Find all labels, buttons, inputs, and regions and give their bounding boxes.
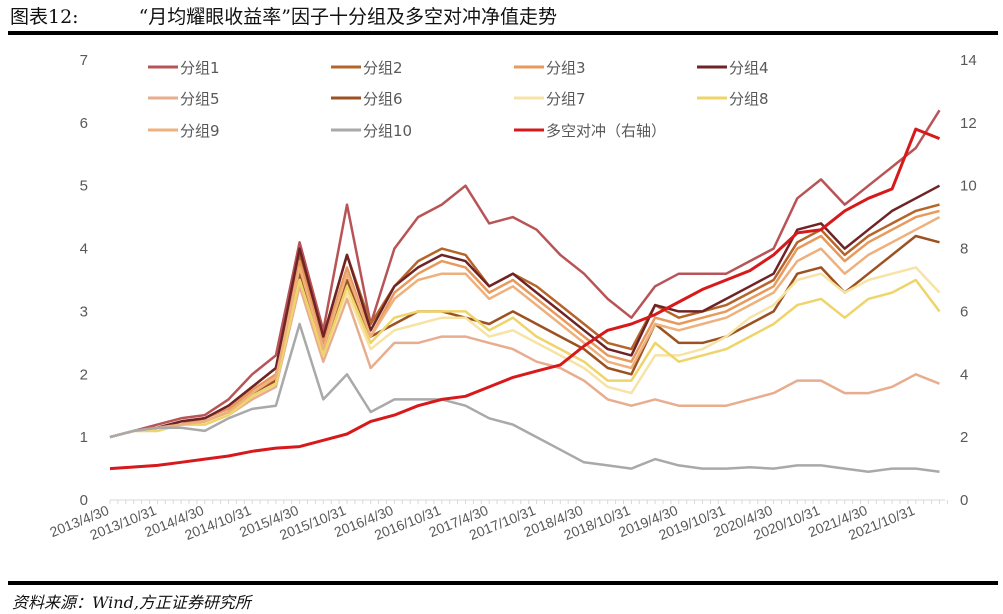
figure-number: 图表12: xyxy=(10,6,79,28)
y-left-tick-label: 3 xyxy=(80,303,88,320)
y-right-tick-label: 0 xyxy=(960,492,968,509)
legend-label: 分组3 xyxy=(546,59,586,77)
legend-label: 分组5 xyxy=(180,90,220,108)
source-note: 资料来源：Wind,方正证券研究所 xyxy=(12,593,251,612)
series-line-9 xyxy=(109,215,941,439)
legend-label: 分组7 xyxy=(546,90,586,108)
y-right-tick-label: 12 xyxy=(960,115,977,132)
legend-label: 分组1 xyxy=(180,59,220,77)
series-line-8 xyxy=(109,278,941,439)
legend-label: 分组6 xyxy=(363,90,403,108)
legend-label: 分组9 xyxy=(180,122,220,140)
y-left-tick-label: 2 xyxy=(80,366,88,383)
y-left-tick-label: 1 xyxy=(80,429,88,446)
series-line-4 xyxy=(109,184,941,439)
y-right-tick-label: 14 xyxy=(960,52,977,69)
y-right-tick-label: 2 xyxy=(960,429,968,446)
legend-label: 分组2 xyxy=(363,59,403,77)
series-line-1 xyxy=(109,109,941,439)
y-right-tick-label: 4 xyxy=(960,366,968,383)
y-left-tick-label: 6 xyxy=(80,115,88,132)
series-line-10 xyxy=(109,322,940,473)
y-right-tick-label: 10 xyxy=(960,178,977,195)
series-line-5 xyxy=(109,285,940,439)
legend-label: 分组4 xyxy=(729,59,769,77)
series-line-11 xyxy=(109,127,941,471)
y-left-tick-label: 4 xyxy=(80,241,88,258)
series-line-3 xyxy=(109,209,940,439)
y-left-tick-label: 0 xyxy=(80,492,88,509)
legend-label: 分组10 xyxy=(363,122,412,140)
y-left-tick-label: 5 xyxy=(80,178,88,195)
legend-label: 分组8 xyxy=(729,90,769,108)
legend-label: 多空对冲（右轴） xyxy=(546,122,666,140)
figure-title-text: “月均耀眼收益率”因子十分组及多空对冲净值走势 xyxy=(138,6,558,28)
top-rule xyxy=(8,31,998,35)
y-left-tick-label: 7 xyxy=(80,52,88,69)
figure-title: 图表12: “月均耀眼收益率”因子十分组及多空对冲净值走势 xyxy=(10,2,557,29)
y-right-tick-label: 8 xyxy=(960,241,968,258)
y-right-tick-label: 6 xyxy=(960,303,968,320)
bottom-rule xyxy=(8,581,998,585)
